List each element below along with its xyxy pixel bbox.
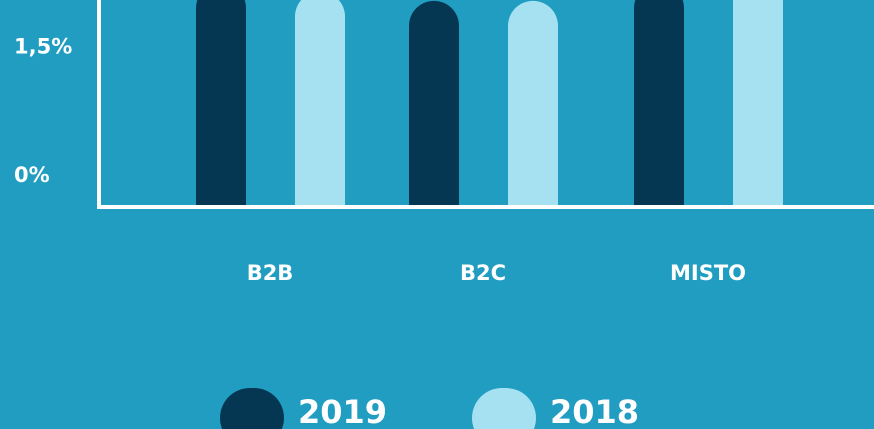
bar [295,0,345,206]
bar [733,0,783,206]
x-tick-label: MISTO [670,261,746,285]
legend-label: 2018 [550,393,639,429]
legend-swatch [220,388,284,429]
y-tick-label: 0% [14,163,50,187]
x-tick-label: B2B [247,261,294,285]
y-tick-label: 1,5% [14,34,72,58]
bar [508,0,558,206]
legend-label: 2019 [298,393,387,429]
bar [634,0,684,206]
bar [196,0,246,206]
bar [408,0,459,206]
legend-swatch [472,388,536,429]
x-tick-label: B2C [460,261,506,285]
